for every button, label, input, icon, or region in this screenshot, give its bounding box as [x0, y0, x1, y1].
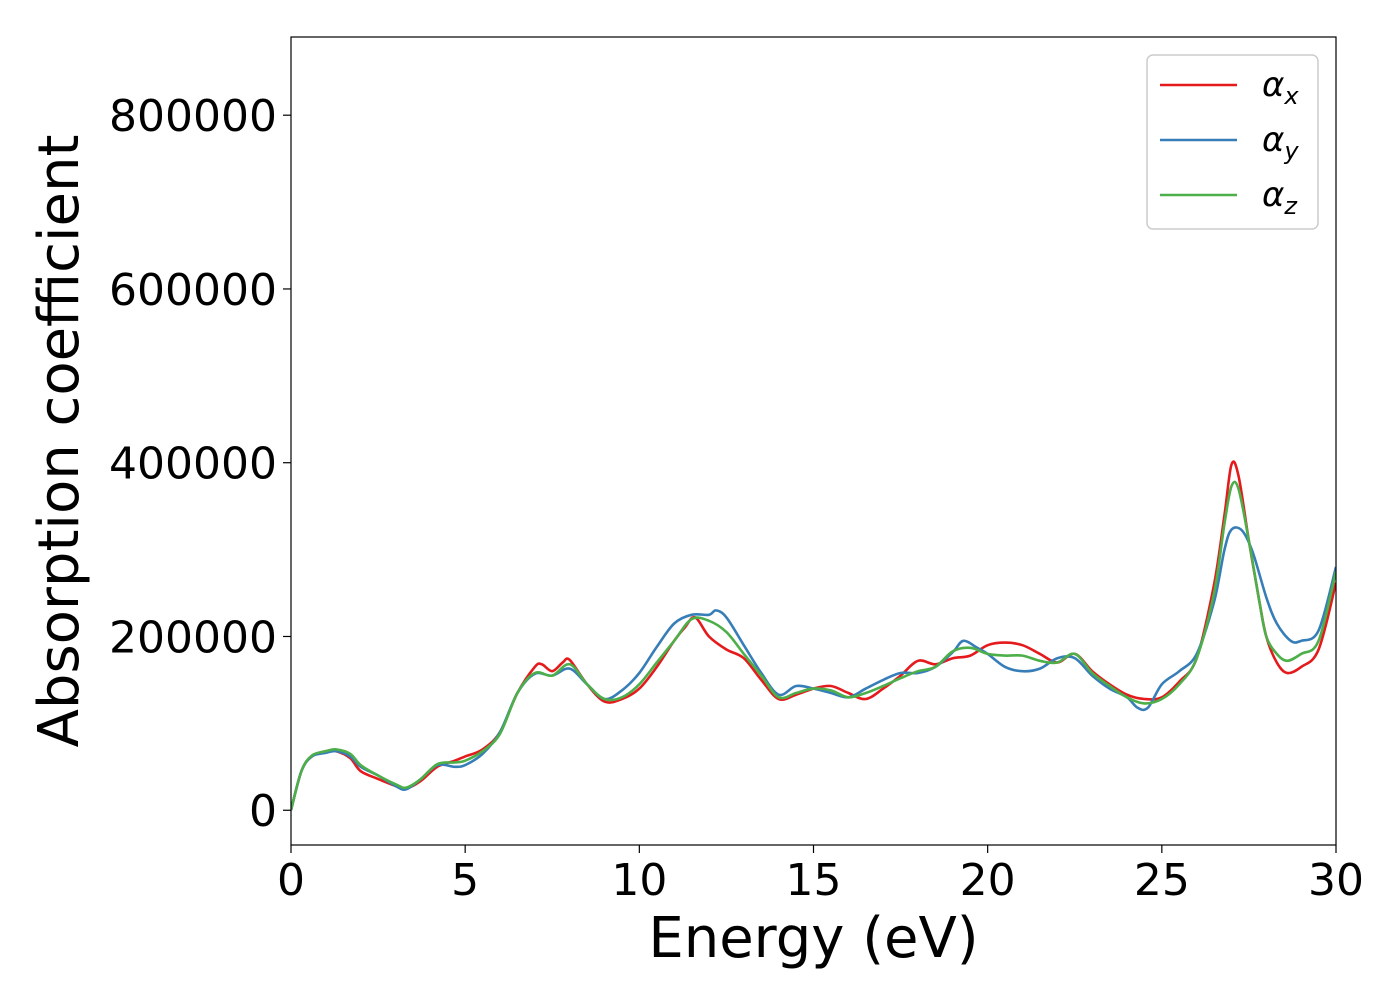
x-tick-label: 25 [1134, 855, 1190, 906]
series-layer [291, 460, 1336, 811]
legend-box [1146, 54, 1319, 230]
series-line-y [291, 526, 1336, 811]
y-tick-label: 400000 [109, 439, 277, 490]
series-line-z [291, 480, 1336, 811]
y-tick-label: 200000 [109, 612, 277, 663]
x-tick-label: 15 [786, 855, 842, 906]
x-axis-label: Energy (eV) [648, 906, 978, 971]
x-tick-label: 20 [960, 855, 1016, 906]
y-tick-label: 800000 [109, 91, 277, 142]
x-tick-label: 30 [1308, 855, 1364, 906]
y-axis-label: Absorption coefficient [27, 135, 92, 748]
y-tick-label: 0 [249, 786, 277, 837]
y-tick-label: 600000 [109, 265, 277, 316]
ticks-layer: 0 5 10 15 20 25 30 0 200000 400000 600000 800000 [109, 91, 1364, 906]
x-tick-label: 5 [451, 855, 479, 906]
x-tick-label: 0 [277, 855, 305, 906]
x-tick-label: 10 [611, 855, 667, 906]
series-line-x [291, 460, 1336, 811]
